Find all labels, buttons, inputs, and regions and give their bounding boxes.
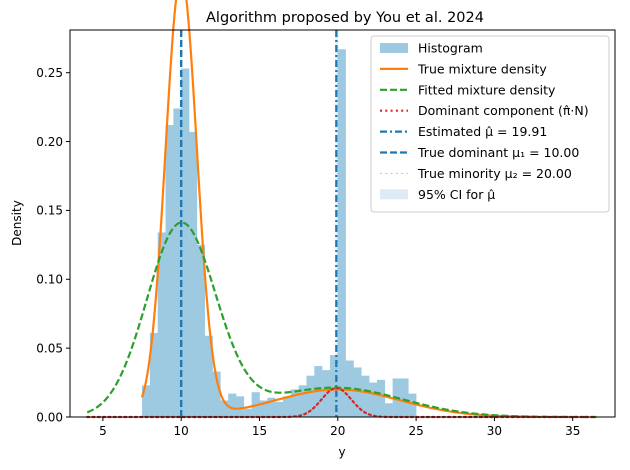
histogram-bar-4 (173, 108, 182, 418)
y-tick-label-3: 0.15 (36, 204, 63, 218)
histogram-bar-15 (259, 400, 268, 417)
x-tick-label-1: 10 (174, 424, 189, 438)
histogram-bar-9 (212, 371, 221, 417)
y-tick-label-2: 0.10 (36, 273, 63, 287)
legend-label-1: True mixture density (417, 61, 547, 76)
histogram-bar-33 (400, 378, 409, 417)
histogram-bar-18 (282, 396, 292, 417)
y-tick-label-5: 0.25 (36, 66, 63, 80)
legend-label-2: Fitted mixture density (418, 82, 556, 97)
legend-swatch-0 (380, 43, 408, 53)
y-tick-label-0: 0.00 (36, 410, 63, 424)
legend-label-5: True dominant μ₁ = 10.00 (417, 145, 579, 160)
legend-swatch-7 (380, 189, 408, 200)
histogram-bar-5 (181, 68, 190, 417)
histogram-bar-12 (236, 396, 245, 417)
histogram-bar-27 (353, 367, 362, 417)
histogram-bar-16 (267, 397, 276, 417)
legend-items: Histogram True mixture density Fitted mixt… (380, 41, 589, 202)
x-axis-label: y (338, 445, 345, 459)
histogram-bar-20 (298, 385, 307, 417)
x-axis-ticks: 5 10 15 20 25 30 35 (99, 417, 580, 438)
histogram-bar-6 (189, 131, 198, 417)
histogram-bar-31 (384, 403, 393, 417)
x-tick-label-6: 35 (565, 424, 580, 438)
histogram-bar-0 (142, 385, 151, 417)
histogram-bar-8 (204, 335, 213, 417)
histogram-bar-1 (149, 332, 159, 417)
histogram-bar-25 (337, 49, 346, 418)
histogram-bar-10 (220, 400, 229, 417)
histogram-bar-23 (322, 370, 331, 417)
histogram-bar-13 (243, 408, 252, 417)
ci-band-layer (335, 30, 338, 417)
x-tick-label-3: 20 (330, 424, 345, 438)
y-tick-label-4: 0.20 (36, 135, 63, 149)
chart-title: Algorithm proposed by You et al. 2024 (206, 10, 484, 26)
ci-band (335, 30, 338, 417)
legend-label-7: 95% CI for μ̂ (418, 187, 495, 202)
x-tick-label-4: 25 (408, 424, 423, 438)
legend-label-3: Dominant component (π̂·N) (418, 103, 589, 118)
x-tick-label-2: 15 (252, 424, 267, 438)
histogram-bar-28 (361, 375, 370, 417)
histogram-bar-11 (228, 393, 237, 417)
histogram-bar-3 (165, 125, 174, 417)
legend-label-6: True minority μ₂ = 20.00 (417, 166, 572, 181)
histogram-bar-19 (290, 389, 299, 417)
axes-frame (69, 29, 616, 418)
y-axis-label: Density (10, 200, 24, 246)
y-axis-ticks: 0.00 0.05 0.10 0.15 0.20 0.25 (36, 66, 70, 424)
histogram-bar-34 (408, 393, 417, 417)
histogram-bar-24 (329, 355, 339, 417)
histogram-bar-29 (369, 382, 378, 417)
x-tick-label-0: 5 (99, 424, 107, 438)
vertical-lines-layer (179, 30, 339, 417)
legend-frame (370, 35, 610, 213)
y-tick-label-1: 0.05 (36, 341, 63, 355)
histogram-bar-17 (275, 401, 284, 417)
histogram-bar-2 (157, 232, 166, 417)
histogram-bar-30 (376, 379, 386, 417)
histogram-bar-21 (306, 375, 315, 417)
legend-label-0: Histogram (418, 41, 483, 56)
histogram-bar-7 (196, 244, 205, 417)
legend-label-4: Estimated μ̂ = 19.91 (418, 124, 547, 139)
axes-border (69, 29, 616, 418)
x-tick-label-5: 30 (487, 424, 502, 438)
legend: Histogram True mixture density Fitted mixt… (370, 35, 610, 213)
